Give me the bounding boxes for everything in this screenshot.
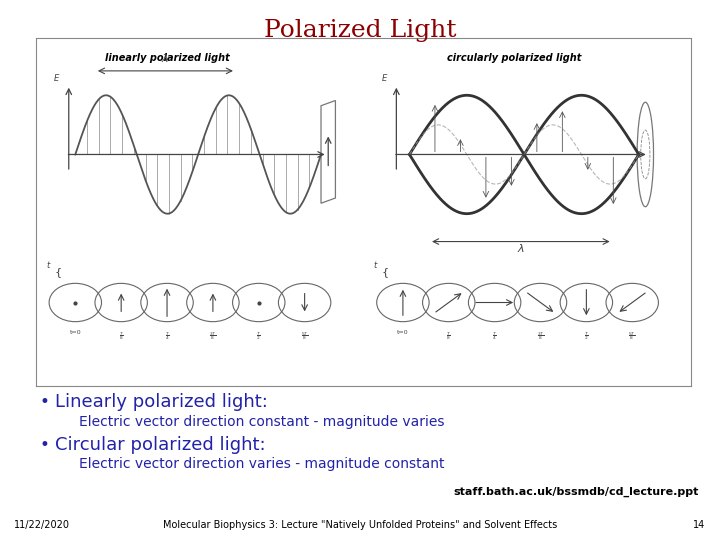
- Text: staff.bath.ac.uk/bssmdb/cd_lecture.ppt: staff.bath.ac.uk/bssmdb/cd_lecture.ppt: [453, 487, 698, 497]
- Text: $\lambda$: $\lambda$: [161, 52, 169, 64]
- Text: $\frac{5T}{8}$: $\frac{5T}{8}$: [301, 330, 308, 342]
- Text: E: E: [54, 75, 59, 83]
- Text: $\frac{T}{2}$: $\frac{T}{2}$: [584, 330, 589, 342]
- Text: $\frac{T}{4}$: $\frac{T}{4}$: [492, 330, 497, 342]
- Text: 14: 14: [693, 520, 706, 530]
- Text: Molecular Biophysics 3: Lecture "Natively Unfolded Proteins" and Solvent Effects: Molecular Biophysics 3: Lecture "Nativel…: [163, 520, 557, 530]
- Text: t=0: t=0: [397, 330, 409, 335]
- Text: $\frac{T}{4}$: $\frac{T}{4}$: [165, 330, 169, 342]
- Text: Electric vector direction varies - magnitude constant: Electric vector direction varies - magni…: [79, 457, 445, 471]
- Text: •: •: [40, 436, 50, 454]
- Text: $\lambda$: $\lambda$: [517, 242, 525, 254]
- Text: $\frac{T}{8}$: $\frac{T}{8}$: [119, 330, 124, 342]
- Text: t=0: t=0: [70, 330, 81, 335]
- Text: $\frac{3T}{8}$: $\frac{3T}{8}$: [536, 330, 544, 342]
- Text: {: {: [54, 267, 61, 276]
- Text: {: {: [382, 267, 389, 276]
- Text: Linearly polarized light:: Linearly polarized light:: [55, 393, 269, 411]
- Text: $\frac{5T}{8}$: $\frac{5T}{8}$: [629, 330, 636, 342]
- Text: E: E: [382, 75, 387, 83]
- Text: •: •: [40, 393, 50, 411]
- Text: Polarized Light: Polarized Light: [264, 19, 456, 42]
- Text: $\frac{3T}{8}$: $\frac{3T}{8}$: [209, 330, 217, 342]
- Text: $t$: $t$: [374, 259, 379, 269]
- Text: $t$: $t$: [46, 259, 51, 269]
- Text: $\frac{T}{2}$: $\frac{T}{2}$: [256, 330, 261, 342]
- Text: linearly polarized light: linearly polarized light: [104, 53, 230, 64]
- Text: $\frac{T}{8}$: $\frac{T}{8}$: [446, 330, 451, 342]
- Text: 11/22/2020: 11/22/2020: [14, 520, 71, 530]
- Text: Electric vector direction constant - magnitude varies: Electric vector direction constant - mag…: [79, 415, 445, 429]
- Text: circularly polarized light: circularly polarized light: [447, 53, 582, 64]
- Text: Circular polarized light:: Circular polarized light:: [55, 436, 266, 454]
